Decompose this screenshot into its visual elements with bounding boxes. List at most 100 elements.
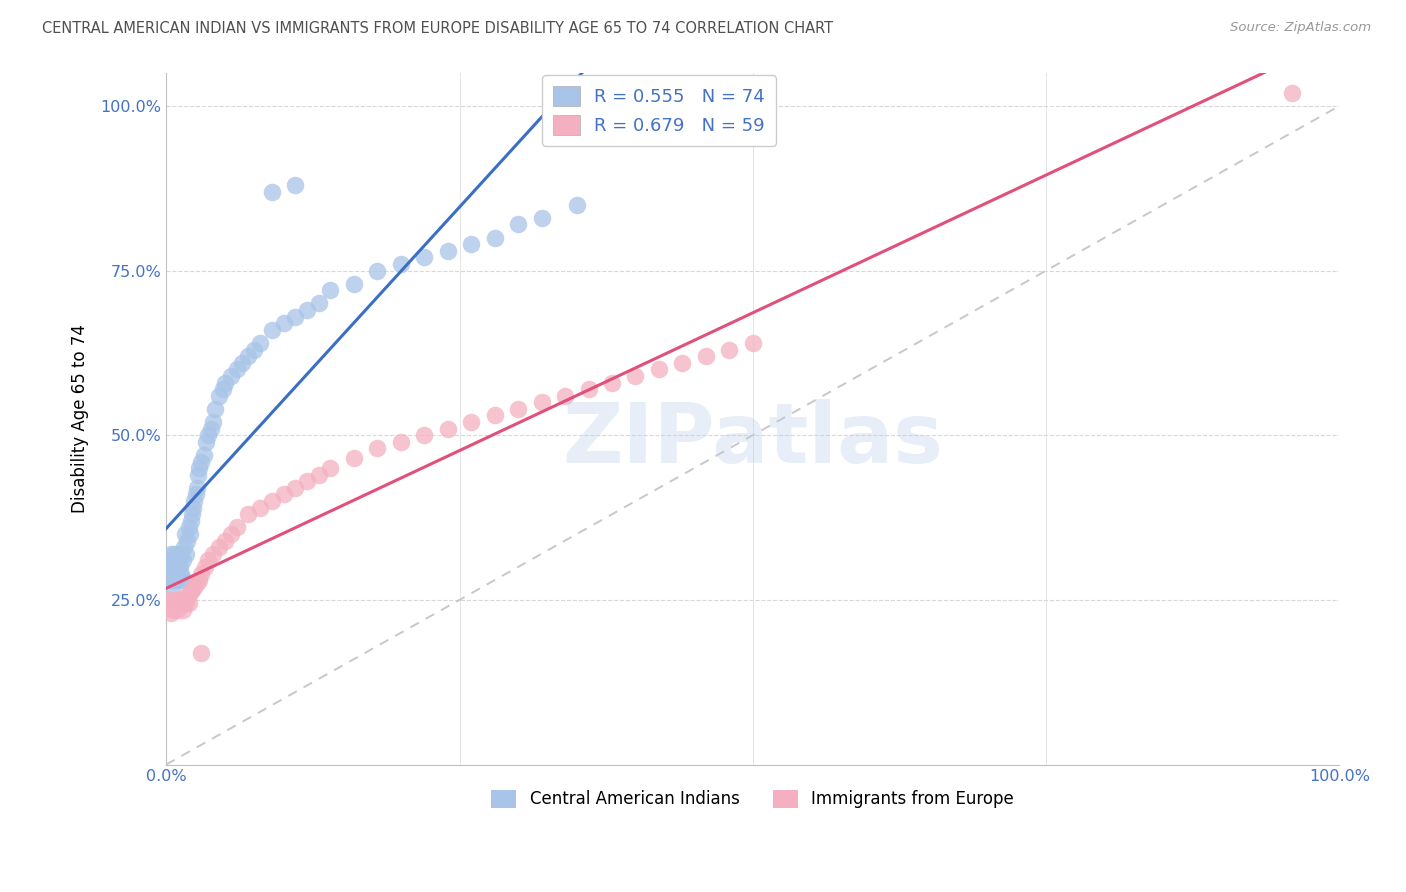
Point — [231, 356, 253, 370]
Point — [249, 500, 271, 515]
Point — [181, 500, 204, 515]
Point — [225, 520, 247, 534]
Point — [202, 547, 225, 561]
Point — [169, 560, 191, 574]
Point — [366, 263, 388, 277]
Point — [238, 508, 260, 522]
Point — [624, 368, 647, 383]
Point — [159, 599, 181, 614]
Point — [160, 560, 183, 574]
Point — [219, 368, 242, 383]
Point — [180, 514, 202, 528]
Point — [204, 401, 226, 416]
Point — [197, 553, 219, 567]
Point — [167, 592, 190, 607]
Point — [163, 592, 186, 607]
Point — [219, 527, 242, 541]
Point — [181, 582, 204, 597]
Point — [238, 349, 260, 363]
Point — [179, 527, 201, 541]
Point — [160, 547, 183, 561]
Text: Source: ZipAtlas.com: Source: ZipAtlas.com — [1230, 21, 1371, 35]
Point — [565, 197, 588, 211]
Point — [166, 553, 188, 567]
Point — [173, 596, 195, 610]
Point — [308, 467, 330, 482]
Point — [169, 592, 191, 607]
Point — [718, 343, 741, 357]
Point — [166, 603, 188, 617]
Point — [214, 533, 236, 548]
Point — [343, 277, 366, 291]
Point — [260, 494, 283, 508]
Point — [530, 211, 553, 225]
Point — [165, 560, 187, 574]
Point — [176, 533, 198, 548]
Text: ZIPatlas: ZIPatlas — [562, 399, 943, 480]
Point — [190, 566, 212, 581]
Point — [273, 316, 295, 330]
Point — [166, 560, 188, 574]
Point — [170, 566, 193, 581]
Point — [243, 343, 266, 357]
Point — [273, 487, 295, 501]
Point — [741, 336, 763, 351]
Point — [225, 362, 247, 376]
Point — [160, 580, 183, 594]
Point — [648, 362, 671, 376]
Point — [413, 428, 436, 442]
Point — [530, 395, 553, 409]
Point — [366, 442, 388, 456]
Point — [208, 540, 231, 554]
Point — [319, 283, 342, 297]
Point — [160, 596, 183, 610]
Point — [184, 487, 207, 501]
Point — [214, 376, 236, 390]
Point — [1281, 86, 1303, 100]
Point — [157, 592, 180, 607]
Point — [295, 475, 318, 489]
Point — [188, 573, 211, 587]
Point — [190, 646, 212, 660]
Point — [484, 230, 506, 244]
Point — [188, 461, 211, 475]
Point — [249, 336, 271, 351]
Point — [172, 553, 194, 567]
Point — [695, 349, 717, 363]
Point — [159, 573, 181, 587]
Point — [671, 356, 693, 370]
Point — [193, 448, 215, 462]
Point — [167, 560, 190, 574]
Point — [436, 244, 458, 258]
Point — [174, 590, 197, 604]
Point — [202, 415, 225, 429]
Point — [181, 508, 204, 522]
Point — [211, 382, 233, 396]
Point — [163, 566, 186, 581]
Point — [197, 428, 219, 442]
Point — [308, 296, 330, 310]
Point — [160, 606, 183, 620]
Point — [173, 540, 195, 554]
Point — [508, 218, 530, 232]
Point — [179, 586, 201, 600]
Point — [174, 547, 197, 561]
Point — [484, 409, 506, 423]
Point — [190, 454, 212, 468]
Point — [162, 603, 184, 617]
Point — [436, 422, 458, 436]
Point — [183, 494, 205, 508]
Point — [508, 401, 530, 416]
Point — [600, 376, 623, 390]
Y-axis label: Disability Age 65 to 74: Disability Age 65 to 74 — [72, 325, 89, 513]
Point — [157, 566, 180, 581]
Point — [260, 185, 283, 199]
Point — [167, 547, 190, 561]
Point — [194, 560, 217, 574]
Point — [167, 553, 190, 567]
Point — [173, 573, 195, 587]
Point — [186, 576, 208, 591]
Point — [165, 573, 187, 587]
Point — [163, 547, 186, 561]
Point — [343, 451, 366, 466]
